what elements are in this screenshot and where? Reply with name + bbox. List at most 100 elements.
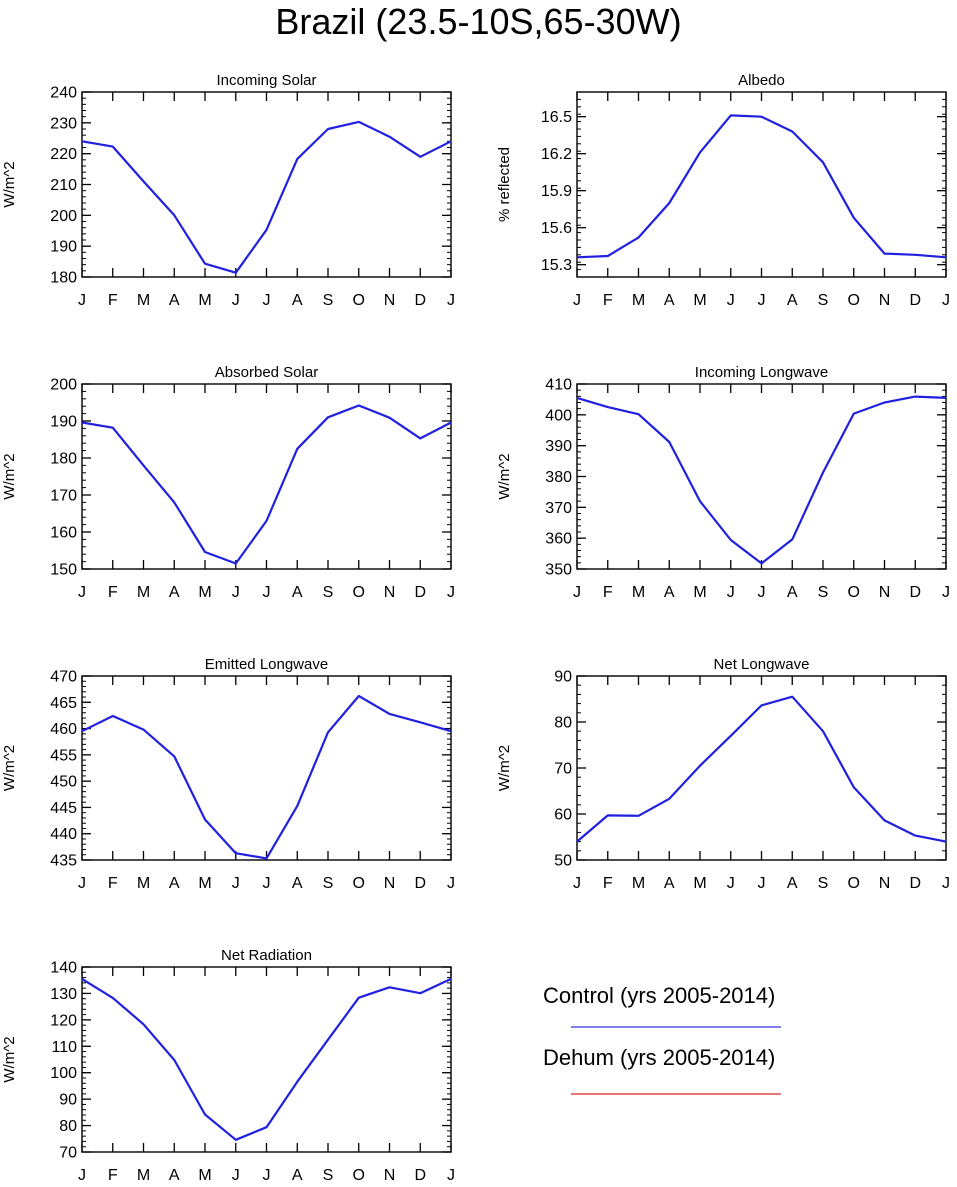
net-radiation-x-tick-label: J	[447, 1167, 455, 1184]
incoming-longwave-y-tick-label: 390	[545, 438, 572, 455]
net-radiation-x-tick-label: F	[108, 1167, 118, 1184]
emitted-longwave-x-tick-label: J	[263, 875, 271, 892]
incoming-solar-series-line	[81, 120, 452, 274]
albedo-y-tick-label: 15.6	[541, 220, 572, 237]
net-radiation-x-tick-label: A	[169, 1167, 180, 1184]
emitted-longwave-series-line	[81, 694, 452, 860]
chart-albedo: Albedo % reflected 15.3 15.6 15.9 16.2 16.5 J F M…	[496, 72, 950, 309]
absorbed-solar-y-tick-label: 190	[50, 414, 77, 431]
emitted-longwave-y-tick-label: 465	[50, 695, 77, 712]
net-radiation-x-tick-label: A	[292, 1167, 303, 1184]
net-radiation-x-tick-label: M	[137, 1167, 150, 1184]
incoming-solar-y-axis-label: W/m^2	[1, 161, 18, 207]
net-longwave-x-tick-label: S	[818, 875, 829, 892]
incoming-solar-frame	[81, 91, 452, 278]
emitted-longwave-x-tick-label: O	[353, 875, 365, 892]
net-longwave-x-tick-label: J	[942, 875, 950, 892]
net-longwave-y-tick-label: 50	[554, 853, 572, 870]
net-longwave-y-axis-label: W/m^2	[496, 745, 513, 791]
net-radiation-y-tick-label: 90	[59, 1092, 77, 1109]
incoming-longwave-y-axis-label: W/m^2	[496, 453, 513, 499]
net-radiation-series-line	[81, 977, 452, 1141]
incoming-longwave-x-tick-label: D	[909, 584, 921, 601]
chart-emitted-longwave: Emitted Longwave W/m^2 435 440 445 450 455 460 4…	[1, 656, 455, 892]
albedo-x-tick-label: D	[909, 292, 921, 309]
albedo-y-tick-label: 16.2	[541, 146, 572, 163]
incoming-solar-x-tick-label: D	[414, 292, 426, 309]
absorbed-solar-x-tick-label: M	[198, 584, 211, 601]
incoming-longwave-y-tick-label: 370	[545, 500, 572, 517]
emitted-longwave-x-tick-label: J	[232, 875, 240, 892]
incoming-longwave-x-tick-label: S	[818, 584, 829, 601]
absorbed-solar-x-tick-label: J	[263, 584, 271, 601]
albedo-x-tick-label: J	[942, 292, 950, 309]
absorbed-solar-x-tick-label: N	[384, 584, 396, 601]
absorbed-solar-y-tick-label: 180	[50, 451, 77, 468]
net-longwave-title: Net Longwave	[714, 656, 810, 673]
incoming-longwave-x-tick-label: M	[693, 584, 706, 601]
albedo-x-tick-label: J	[573, 292, 581, 309]
albedo-y-tick-label: 15.3	[541, 257, 572, 274]
net-longwave-x-tick-label: M	[632, 875, 645, 892]
absorbed-solar-y-tick-label: 200	[50, 377, 77, 394]
incoming-solar-y-tick-label: 220	[50, 146, 77, 163]
incoming-solar-y-tick-label: 210	[50, 177, 77, 194]
net-radiation-frame	[81, 966, 452, 1153]
chart-net-longwave: Net Longwave W/m^2 50 60 70 80 90 J F M A M J J A S O N D J	[496, 656, 950, 892]
absorbed-solar-y-tick-label: 170	[50, 488, 77, 505]
net-radiation-x-tick-label: N	[384, 1167, 396, 1184]
net-longwave-y-tick-label: 80	[554, 715, 572, 732]
net-radiation-y-tick-label: 100	[50, 1065, 77, 1082]
absorbed-solar-x-tick-label: J	[78, 584, 86, 601]
net-longwave-y-tick-label: 90	[554, 669, 572, 686]
absorbed-solar-title: Absorbed Solar	[215, 364, 318, 381]
albedo-x-tick-label: N	[879, 292, 891, 309]
absorbed-solar-x-tick-label: A	[292, 584, 303, 601]
emitted-longwave-x-tick-label: J	[447, 875, 455, 892]
absorbed-solar-x-tick-label: S	[323, 584, 334, 601]
net-radiation-x-tick-label: J	[232, 1167, 240, 1184]
incoming-longwave-series-line	[576, 395, 947, 565]
incoming-longwave-x-tick-label: F	[603, 584, 613, 601]
absorbed-solar-y-tick-label: 150	[50, 562, 77, 579]
net-longwave-x-tick-label: N	[879, 875, 891, 892]
legend-label-dehum: Dehum (yrs 2005-2014)	[543, 1045, 776, 1070]
albedo-x-tick-label: M	[693, 292, 706, 309]
incoming-solar-x-tick-label: N	[384, 292, 396, 309]
chart-incoming-solar: Incoming Solar W/m^2 180 190 200 210 220 230 240…	[1, 72, 455, 309]
albedo-x-tick-label: J	[727, 292, 735, 309]
emitted-longwave-x-tick-label: F	[108, 875, 118, 892]
incoming-longwave-x-tick-label: J	[758, 584, 766, 601]
incoming-solar-y-tick-label: 230	[50, 115, 77, 132]
emitted-longwave-y-tick-label: 450	[50, 774, 77, 791]
emitted-longwave-y-tick-label: 455	[50, 747, 77, 764]
emitted-longwave-y-tick-label: 460	[50, 721, 77, 738]
emitted-longwave-x-tick-label: S	[323, 875, 334, 892]
net-radiation-x-tick-label: D	[414, 1167, 426, 1184]
albedo-series-line	[576, 114, 947, 259]
absorbed-solar-x-tick-label: F	[108, 584, 118, 601]
emitted-longwave-y-tick-label: 445	[50, 800, 77, 817]
net-radiation-y-axis-label: W/m^2	[1, 1036, 18, 1082]
albedo-x-tick-label: F	[603, 292, 613, 309]
incoming-solar-x-tick-label: M	[198, 292, 211, 309]
emitted-longwave-x-tick-label: A	[292, 875, 303, 892]
incoming-solar-x-tick-label: J	[447, 292, 455, 309]
incoming-solar-y-tick-label: 190	[50, 239, 77, 256]
emitted-longwave-y-tick-label: 435	[50, 853, 77, 870]
albedo-y-tick-label: 15.9	[541, 183, 572, 200]
emitted-longwave-y-tick-label: 470	[50, 669, 77, 686]
legend-label-control: Control (yrs 2005-2014)	[543, 983, 776, 1008]
net-longwave-x-tick-label: M	[693, 875, 706, 892]
incoming-longwave-title: Incoming Longwave	[695, 364, 828, 381]
incoming-solar-x-tick-label: J	[78, 292, 86, 309]
albedo-frame	[576, 91, 947, 278]
albedo-y-axis-label: % reflected	[496, 147, 513, 222]
net-radiation-y-tick-label: 130	[50, 986, 77, 1003]
incoming-longwave-x-tick-label: J	[573, 584, 581, 601]
incoming-solar-y-tick-label: 180	[50, 270, 77, 287]
incoming-solar-x-tick-label: J	[263, 292, 271, 309]
incoming-solar-x-tick-label: J	[232, 292, 240, 309]
absorbed-solar-series-line	[81, 404, 452, 565]
absorbed-solar-x-tick-label: O	[353, 584, 365, 601]
